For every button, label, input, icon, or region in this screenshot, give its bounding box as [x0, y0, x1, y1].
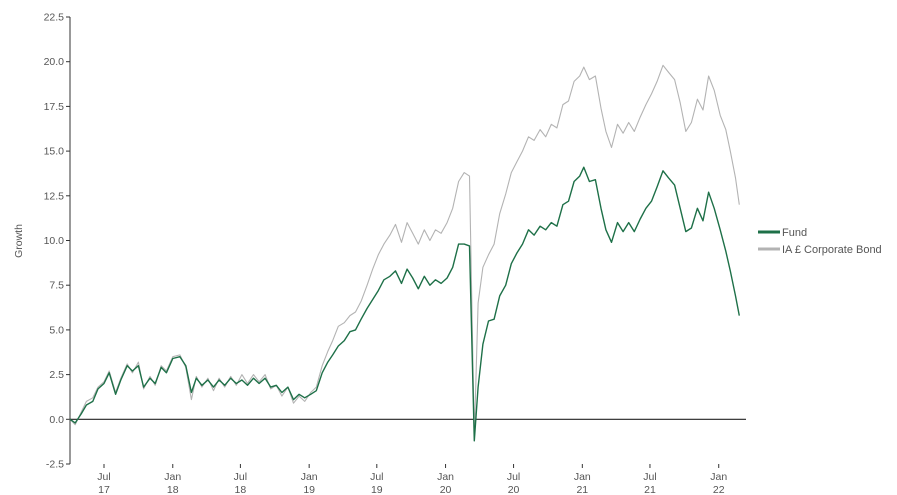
y-tick-label: 17.5: [44, 101, 65, 113]
x-tick-label-line: Jan: [710, 471, 727, 483]
y-tick-label: 20.0: [44, 56, 65, 68]
x-tick-label-line: Jan: [437, 471, 454, 483]
x-tick-label-line: Jan: [574, 471, 591, 483]
x-tick-label-line: 20: [508, 484, 520, 495]
x-tick-label: Jan 22: [710, 471, 727, 495]
axes: -2.5 0.0 2.5 5.0 7.5 10.0 12.5 15.0 17.5 20.0 22.5…: [44, 12, 746, 495]
y-tick-label: 22.5: [44, 12, 65, 24]
x-tick-label-line: Jul: [234, 471, 247, 483]
x-tick-label-line: 19: [371, 484, 383, 495]
y-axis-title: Growth: [13, 224, 25, 258]
x-tick-label-line: Jul: [507, 471, 520, 483]
x-tick-label: Jul 19: [370, 471, 383, 495]
x-tick-label-line: Jul: [370, 471, 383, 483]
series-lines: [69, 64, 740, 442]
x-tick-label: Jan 20: [437, 471, 454, 495]
x-tick-label-line: 21: [644, 484, 656, 495]
y-tick-label: 2.5: [49, 369, 64, 381]
x-tick-label: Jan 18: [164, 471, 181, 495]
x-tick-label-line: Jan: [164, 471, 181, 483]
legend: Fund IA £ Corporate Bond: [758, 227, 882, 256]
x-tick-label-line: 17: [98, 484, 110, 495]
x-tick-label: Jan 19: [301, 471, 318, 495]
series-line-ia-corporate-bond: [69, 64, 740, 438]
x-tick-label-line: 19: [303, 484, 315, 495]
y-tick-label: 7.5: [49, 280, 64, 292]
y-tick-label: -2.5: [46, 459, 64, 471]
legend-label: IA £ Corporate Bond: [782, 244, 882, 256]
x-tick-label-line: 18: [167, 484, 179, 495]
x-tick-label: Jul 18: [234, 471, 247, 495]
x-tick-label: Jul 17: [97, 471, 110, 495]
legend-label: Fund: [782, 227, 807, 239]
y-tick-label: 5.0: [49, 324, 64, 336]
y-tick-label: 15.0: [44, 146, 65, 158]
x-tick-label-line: 18: [235, 484, 247, 495]
x-tick-label-line: Jul: [643, 471, 656, 483]
x-tick-label-line: 21: [576, 484, 588, 495]
y-tick-label: 12.5: [44, 190, 65, 202]
x-tick-label: Jul 21: [643, 471, 656, 495]
y-tick-label: 0.0: [49, 414, 64, 426]
x-tick-label-line: Jul: [97, 471, 110, 483]
x-tick-label-line: 20: [440, 484, 452, 495]
y-tick-label: 10.0: [44, 235, 65, 247]
series-line-fund: [69, 166, 740, 442]
x-tick-label: Jan 21: [574, 471, 591, 495]
x-tick-label-line: Jan: [301, 471, 318, 483]
x-tick-label: Jul 20: [507, 471, 520, 495]
x-tick-label-line: 22: [713, 484, 725, 495]
